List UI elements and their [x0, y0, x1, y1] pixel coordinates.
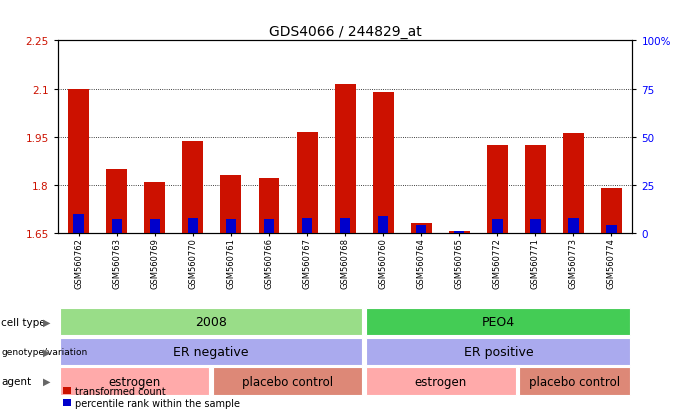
Title: GDS4066 / 244829_at: GDS4066 / 244829_at [269, 25, 422, 39]
Bar [492, 220, 503, 233]
Text: ▶: ▶ [42, 317, 50, 327]
Bar [487, 145, 508, 233]
Bar [411, 224, 432, 233]
Bar [112, 220, 122, 233]
Text: ER negative: ER negative [173, 345, 249, 358]
Text: ER positive: ER positive [464, 345, 533, 358]
Bar [144, 182, 165, 233]
Text: ▶: ▶ [42, 347, 50, 356]
Bar [520, 368, 630, 395]
Text: cell type: cell type [1, 317, 46, 327]
Bar [106, 169, 127, 233]
Text: 2008: 2008 [195, 315, 227, 328]
Bar [296, 133, 318, 233]
Text: placebo control: placebo control [529, 375, 621, 388]
Bar [366, 368, 515, 395]
Bar [525, 145, 546, 233]
Bar [60, 308, 362, 335]
Bar [607, 225, 617, 233]
Bar [366, 308, 630, 335]
Bar [530, 220, 541, 233]
Text: agent: agent [1, 376, 31, 386]
Text: estrogen: estrogen [415, 375, 467, 388]
Bar [563, 134, 584, 233]
Bar [601, 188, 622, 233]
Bar [60, 338, 362, 365]
Legend: transformed count, percentile rank within the sample: transformed count, percentile rank withi… [63, 386, 240, 408]
Text: estrogen: estrogen [108, 375, 160, 388]
Bar [150, 220, 160, 233]
Bar [182, 142, 203, 233]
Bar [454, 231, 464, 233]
Bar [449, 232, 470, 233]
Bar [373, 93, 394, 233]
Bar [340, 218, 350, 233]
Bar [568, 218, 579, 233]
Bar [335, 85, 356, 233]
Bar [60, 368, 209, 395]
Bar [302, 218, 312, 233]
Bar [416, 225, 426, 233]
Text: placebo control: placebo control [242, 375, 333, 388]
Bar [220, 176, 241, 233]
Bar [366, 338, 630, 365]
Bar [378, 216, 388, 233]
Bar [213, 368, 362, 395]
Text: genotype/variation: genotype/variation [1, 347, 88, 356]
Text: PEO4: PEO4 [481, 315, 515, 328]
Bar [188, 218, 198, 233]
Bar [258, 179, 279, 233]
Bar [226, 220, 236, 233]
Bar [73, 214, 84, 233]
Bar [68, 89, 89, 233]
Text: ▶: ▶ [42, 376, 50, 386]
Bar [264, 220, 274, 233]
